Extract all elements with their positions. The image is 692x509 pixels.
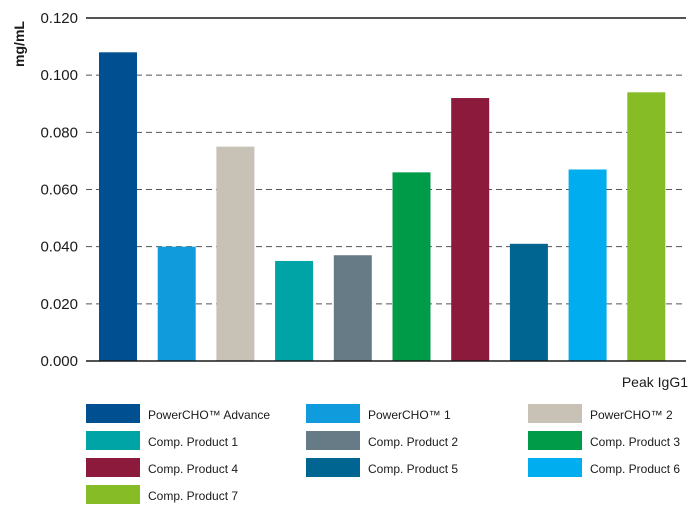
legend-label: Comp. Product 5 — [368, 462, 459, 476]
bar-comp-product-7 — [627, 92, 666, 362]
bar-powercho-advance — [99, 52, 137, 362]
legend-label: Comp. Product 6 — [590, 462, 681, 476]
bar-comp-product-5 — [509, 243, 548, 361]
legend-swatch — [86, 431, 140, 450]
y-tick-label: 0.100 — [40, 67, 78, 84]
y-tick-label: 0.000 — [40, 353, 78, 370]
bar-comp-product-4 — [451, 98, 490, 362]
legend-label: PowerCHO™ 1 — [368, 408, 451, 422]
legend-swatch — [306, 404, 360, 423]
legend-label: PowerCHO™ Advance — [148, 408, 271, 422]
legend-label: PowerCHO™ 2 — [590, 408, 673, 422]
bar-comp-product-3 — [392, 172, 431, 361]
legend-label: Comp. Product 2 — [368, 435, 459, 449]
legend-label: Comp. Product 4 — [148, 462, 239, 476]
bar-powercho-2 — [216, 146, 255, 361]
legend-swatch — [528, 458, 582, 477]
bar-powercho-1 — [157, 246, 196, 361]
bar-comp-product-1 — [275, 260, 314, 361]
y-axis-label: mg/mL — [11, 21, 27, 67]
legend-swatch — [86, 458, 140, 477]
bar-chart: 0.000 0.020 0.040 0.060 0.080 0.100 0.120 mg/m… — [11, 10, 688, 390]
y-tick-label: 0.080 — [40, 124, 78, 141]
legend: PowerCHO™ Advance PowerCHO™ 1 PowerCHO™ 2 C… — [86, 404, 686, 508]
y-tick-label: 0.020 — [40, 296, 78, 313]
legend-swatch — [528, 431, 582, 450]
y-axis-ticks: 0.000 0.020 0.040 0.060 0.080 0.100 0.120 — [40, 10, 78, 370]
legend-swatch — [528, 404, 582, 423]
x-axis-label: Peak IgG1 — [622, 374, 688, 390]
legend-swatch — [86, 404, 140, 423]
legend-swatch — [86, 485, 140, 504]
legend-label: Comp. Product 3 — [590, 435, 681, 449]
y-tick-label: 0.060 — [40, 182, 78, 199]
legend-swatch — [306, 458, 360, 477]
y-tick-label: 0.120 — [40, 10, 78, 27]
legend-swatch — [306, 431, 360, 450]
y-tick-label: 0.040 — [40, 239, 78, 256]
bars — [99, 52, 666, 362]
legend-label: Comp. Product 1 — [148, 435, 239, 449]
legend-label: Comp. Product 7 — [148, 489, 239, 503]
bar-comp-product-2 — [333, 255, 372, 361]
bar-comp-product-6 — [568, 169, 607, 361]
